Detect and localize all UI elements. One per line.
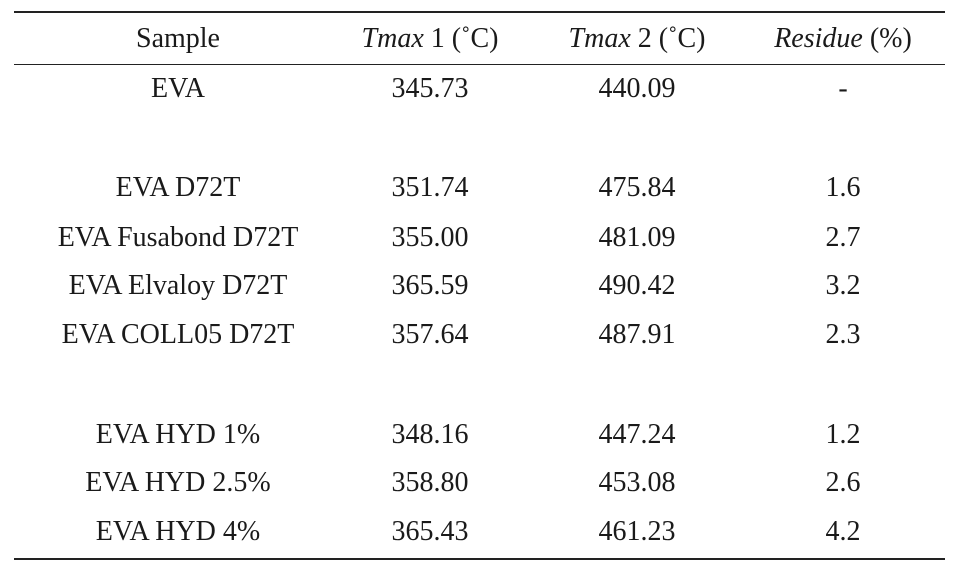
cell-sample: EVA COLL05 D72T: [61, 319, 295, 350]
header-residue: Residue (%): [774, 22, 912, 56]
cell-tmax1: 365.43: [391, 516, 469, 547]
cell-residue: 4.2: [825, 516, 861, 547]
cell-tmax1: 351.74: [391, 172, 469, 203]
header-tmax1: Tmax 1 (˚C): [362, 22, 499, 56]
cell-residue: 3.2: [825, 270, 861, 301]
header-sample: Sample: [136, 22, 220, 56]
cell-tmax2: 461.23: [598, 516, 676, 547]
cell-residue: 2.6: [825, 467, 861, 498]
cell-sample: EVA: [151, 73, 205, 104]
header-tmax2-unit: 2 (˚C): [630, 23, 706, 54]
cell-residue: 1.6: [825, 172, 861, 203]
header-residue-unit: (%): [862, 23, 912, 54]
cell-residue: 2.7: [825, 222, 861, 253]
cell-sample: EVA D72T: [115, 172, 241, 203]
table-bottom-rule: [14, 558, 945, 560]
header-tmax1-label: Tmax: [361, 23, 424, 54]
cell-tmax2: 447.24: [598, 419, 676, 450]
header-tmax2-label: Tmax: [568, 23, 631, 54]
cell-tmax2: 440.09: [598, 73, 676, 104]
cell-residue: 2.3: [825, 319, 861, 350]
cell-tmax1: 358.80: [391, 467, 469, 498]
cell-sample: EVA HYD 2.5%: [85, 467, 271, 498]
cell-residue: 1.2: [825, 419, 861, 450]
cell-sample: EVA Fusabond D72T: [57, 222, 299, 253]
header-residue-label: Residue: [774, 23, 863, 54]
cell-sample: EVA HYD 1%: [95, 419, 261, 450]
cell-tmax2: 487.91: [598, 319, 676, 350]
header-tmax2: Tmax 2 (˚C): [569, 22, 706, 56]
cell-tmax1: 365.59: [391, 270, 469, 301]
table-header-rule: [14, 64, 945, 65]
table-top-rule: [14, 11, 945, 13]
cell-tmax2: 475.84: [598, 172, 676, 203]
cell-tmax2: 481.09: [598, 222, 676, 253]
header-sample-label: Sample: [136, 23, 220, 54]
cell-residue: -: [838, 73, 848, 104]
cell-tmax2: 453.08: [598, 467, 676, 498]
cell-tmax1: 345.73: [391, 73, 469, 104]
cell-tmax1: 348.16: [391, 419, 469, 450]
header-tmax1-unit: 1 (˚C): [423, 23, 499, 54]
cell-tmax2: 490.42: [598, 270, 676, 301]
cell-sample: EVA HYD 4%: [95, 516, 261, 547]
cell-sample: EVA Elvaloy D72T: [68, 270, 288, 301]
cell-tmax1: 357.64: [391, 319, 469, 350]
cell-tmax1: 355.00: [391, 222, 469, 253]
